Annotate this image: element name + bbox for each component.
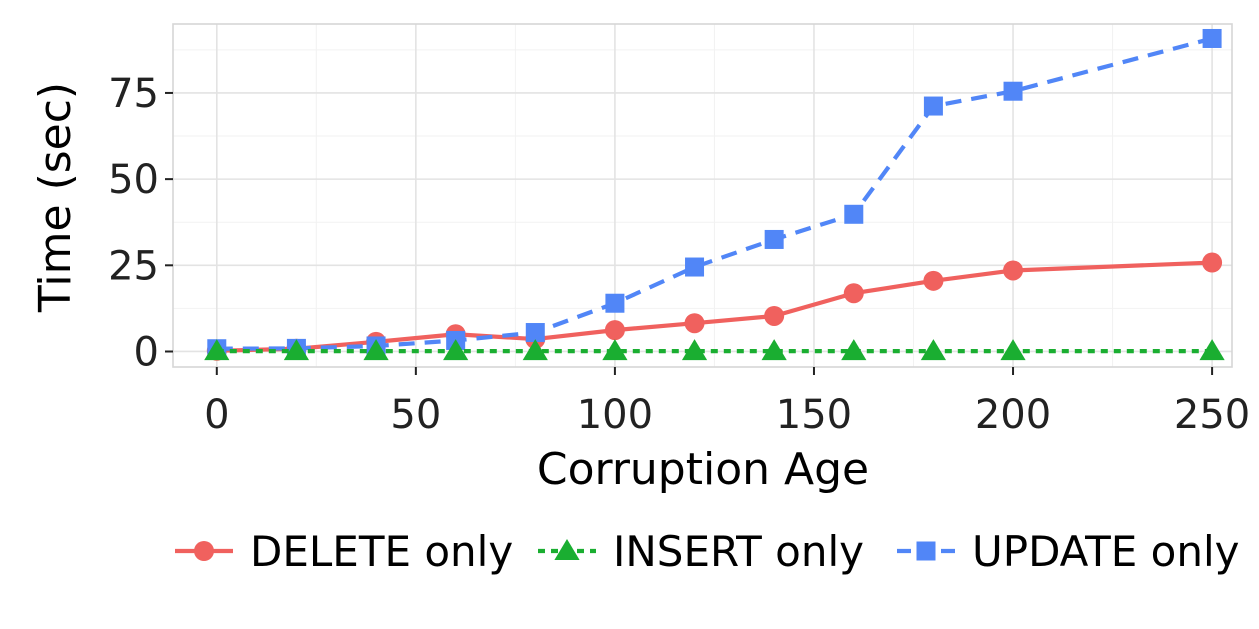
legend-item: UPDATE only [897,527,1240,576]
legend-label: UPDATE only [972,527,1240,576]
series-insert-only [204,339,1225,361]
data-point [1003,260,1024,281]
data-point [283,339,310,361]
plot-border [172,23,1233,368]
data-point [1202,252,1223,273]
data-point [684,313,705,334]
data-point [1199,339,1225,361]
data-point [443,339,469,361]
data-point [681,339,708,361]
y-tick-label: 75 [108,71,159,117]
data-point [525,323,545,343]
legend: DELETE only INSERT only UPDATE only [175,527,1240,576]
data-point [363,339,389,361]
legend-label: DELETE only [250,527,513,576]
data-point [522,339,548,361]
x-tick-label: 50 [390,392,441,438]
series-line [216,36,1213,351]
data-point [602,339,628,361]
y-tick-label: 0 [134,329,159,375]
x-axis-title: Corruption Age [537,444,869,495]
legend-item: DELETE only [175,527,513,576]
data-point [843,283,864,304]
x-tick-label: 100 [577,392,653,438]
y-tick-label: 25 [108,243,159,289]
data-point [605,293,625,313]
data-point [604,320,625,341]
series-line [216,260,1213,353]
data-point [841,339,867,361]
data-point [1000,339,1026,361]
x-tick-label: 0 [204,392,229,438]
data-point [923,96,943,116]
x-tick-label: 150 [776,392,852,438]
series-layer [204,28,1225,361]
y-axis-title: Time (sec) [30,82,81,313]
legend-key-marker [194,541,214,561]
y-tick-label: 50 [108,157,159,203]
data-point [204,339,230,361]
legend-item: INSERT only [538,527,864,576]
data-point [923,270,944,291]
data-point [764,305,785,326]
x-tick-label: 200 [975,392,1051,438]
axes: 0 50 100 150 200 250 0 25 50 75 [108,71,1250,438]
data-point [920,339,947,361]
data-point [1202,28,1222,48]
x-tick-label: 250 [1174,392,1250,438]
data-point [685,257,705,277]
legend-label: INSERT only [613,527,864,576]
data-point [844,204,864,224]
data-point [761,339,787,361]
legend-key-marker [554,539,580,560]
series-update-only [207,28,1222,359]
data-point [764,229,784,249]
data-point [1003,81,1023,101]
legend-key-marker [916,541,936,561]
